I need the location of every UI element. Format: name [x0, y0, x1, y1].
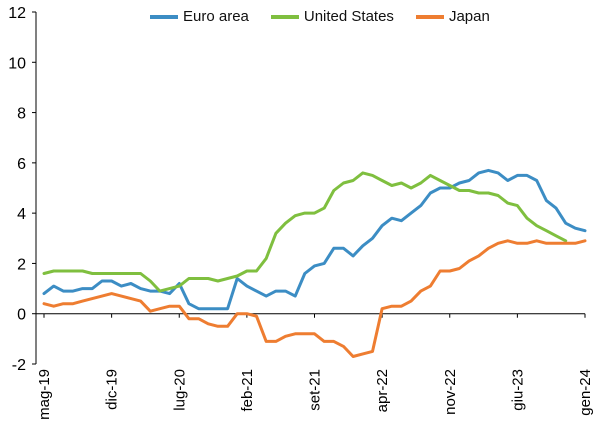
- legend: Euro area United States Japan: [150, 8, 490, 25]
- x-tick-label: gen-24: [577, 369, 594, 416]
- x-tick-labels: mag-19 dic-19 lug-20 feb-21 set-21 apr-22 nov-…: [36, 369, 594, 420]
- series-line-euro-area: [42, 168, 587, 311]
- legend-swatch-euro-area: [150, 14, 178, 19]
- legend-label-euro-area: Euro area: [183, 8, 249, 25]
- series-line-united-states: [42, 171, 568, 293]
- x-tick-label: nov-22: [442, 369, 459, 415]
- legend-item-united-states: United States: [270, 8, 394, 25]
- legend-label-japan: Japan: [448, 8, 490, 25]
- y-tick-label: 10: [8, 55, 26, 72]
- series-lines: [42, 168, 587, 358]
- x-tick-label: mag-19: [36, 369, 53, 420]
- legend-label-united-states: United States: [303, 8, 394, 25]
- series-line-japan: [42, 239, 587, 358]
- y-tick-label: 0: [17, 307, 26, 324]
- x-tick-label: apr-22: [374, 369, 391, 412]
- y-tick-label: 6: [17, 156, 26, 173]
- x-tick-label: giu-23: [509, 369, 526, 411]
- y-tick-label: 12: [8, 5, 26, 22]
- y-tick-label: -2: [12, 357, 26, 374]
- legend-swatch-united-states: [270, 14, 299, 19]
- x-tick-label: dic-19: [104, 369, 121, 410]
- y-tick-label: 4: [17, 206, 26, 223]
- legend-item-japan: Japan: [415, 8, 490, 25]
- y-tick-label: 2: [17, 256, 26, 273]
- y-tick-label: 8: [17, 106, 26, 123]
- legend-item-euro-area: Euro area: [150, 8, 249, 25]
- y-tick-labels: -2 0 2 4 6 8 10 12: [8, 5, 26, 374]
- x-tick-label: lug-20: [171, 369, 188, 411]
- x-tick-label: feb-21: [239, 369, 256, 412]
- axes: [32, 11, 586, 365]
- legend-swatch-japan: [415, 14, 444, 19]
- x-tick-label: set-21: [307, 369, 324, 411]
